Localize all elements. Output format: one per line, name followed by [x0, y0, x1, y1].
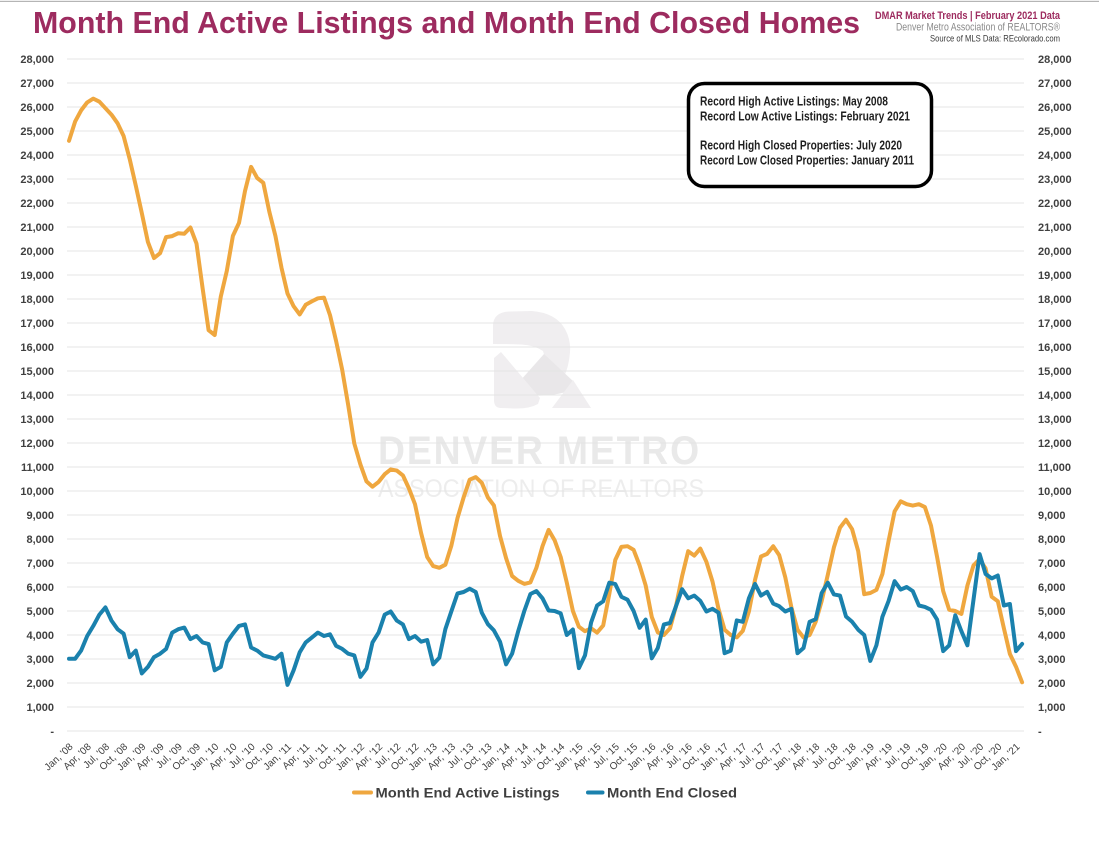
svg-text:20,000: 20,000: [1038, 246, 1072, 258]
svg-text:3,000: 3,000: [26, 654, 54, 666]
svg-text:11,000: 11,000: [21, 462, 54, 474]
svg-text:16,000: 16,000: [20, 342, 54, 354]
svg-text:15,000: 15,000: [20, 366, 54, 378]
svg-text:ASSOCIATION OF REALTORS: ASSOCIATION OF REALTORS: [378, 475, 704, 503]
svg-text:21,000: 21,000: [1038, 222, 1072, 234]
svg-text:3,000: 3,000: [1038, 654, 1066, 666]
svg-text:19,000: 19,000: [20, 270, 54, 282]
svg-text:Record High Closed Properties:: Record High Closed Properties: July 2020: [700, 139, 902, 153]
svg-text:13,000: 13,000: [1038, 414, 1072, 426]
svg-text:10,000: 10,000: [1038, 486, 1072, 498]
svg-text:Month End Active Listings: Month End Active Listings: [376, 785, 560, 801]
svg-text:DMAR Market Trends | February: DMAR Market Trends | February 2021 Data: [875, 10, 1061, 22]
svg-text:Month End Closed: Month End Closed: [607, 785, 737, 801]
svg-text:12,000: 12,000: [20, 438, 54, 450]
svg-text:7,000: 7,000: [26, 558, 54, 570]
svg-text:6,000: 6,000: [1038, 582, 1066, 594]
svg-text:9,000: 9,000: [26, 510, 54, 522]
svg-text:23,000: 23,000: [20, 174, 54, 186]
svg-text:20,000: 20,000: [20, 246, 54, 258]
svg-text:Source of MLS Data: REcolorado: Source of MLS Data: REcolorado.com: [930, 34, 1060, 45]
svg-text:12,000: 12,000: [1038, 438, 1072, 450]
svg-text:14,000: 14,000: [1038, 390, 1072, 402]
svg-text:7,000: 7,000: [1038, 558, 1066, 570]
svg-text:5,000: 5,000: [1038, 606, 1066, 618]
svg-text:21,000: 21,000: [20, 222, 54, 234]
svg-text:Record High Active Listings: M: Record High Active Listings: May 2008: [700, 95, 888, 109]
svg-text:8,000: 8,000: [26, 534, 54, 546]
svg-text:27,000: 27,000: [20, 78, 54, 90]
svg-text:13,000: 13,000: [20, 414, 54, 426]
svg-text:4,000: 4,000: [1038, 630, 1066, 642]
svg-text:28,000: 28,000: [1038, 54, 1072, 66]
svg-text:Denver Metro Association of RE: Denver Metro Association of REALTORS®: [896, 22, 1060, 34]
svg-text:28,000: 28,000: [20, 54, 54, 66]
svg-text:1,000: 1,000: [1038, 702, 1066, 714]
svg-text:2,000: 2,000: [26, 678, 54, 690]
svg-text:DENVER METRO: DENVER METRO: [378, 429, 701, 473]
svg-text:18,000: 18,000: [20, 294, 54, 306]
svg-text:25,000: 25,000: [20, 126, 54, 138]
svg-text:6,000: 6,000: [26, 582, 54, 594]
svg-text:25,000: 25,000: [1038, 126, 1072, 138]
svg-text:2,000: 2,000: [1038, 678, 1066, 690]
svg-text:27,000: 27,000: [1038, 78, 1072, 90]
svg-text:Record Low Active Listings: Fe: Record Low Active Listings: February 202…: [700, 110, 910, 124]
svg-text:Month End Active Listings and: Month End Active Listings and Month End …: [33, 6, 860, 40]
svg-text:10,000: 10,000: [20, 486, 54, 498]
svg-text:Record Low Closed Properties:: Record Low Closed Properties: January 20…: [700, 154, 914, 168]
svg-text:18,000: 18,000: [1038, 294, 1072, 306]
svg-text:11,000: 11,000: [1038, 462, 1071, 474]
svg-text:-: -: [50, 726, 54, 738]
svg-text:16,000: 16,000: [1038, 342, 1072, 354]
svg-text:1,000: 1,000: [26, 702, 54, 714]
svg-text:8,000: 8,000: [1038, 534, 1066, 546]
svg-text:24,000: 24,000: [20, 150, 54, 162]
svg-text:26,000: 26,000: [1038, 102, 1072, 114]
svg-text:19,000: 19,000: [1038, 270, 1072, 282]
svg-text:22,000: 22,000: [20, 198, 54, 210]
svg-text:17,000: 17,000: [1038, 318, 1072, 330]
svg-text:23,000: 23,000: [1038, 174, 1072, 186]
svg-text:15,000: 15,000: [1038, 366, 1072, 378]
svg-text:4,000: 4,000: [26, 630, 54, 642]
svg-text:17,000: 17,000: [20, 318, 54, 330]
svg-text:-: -: [1038, 726, 1042, 738]
svg-text:14,000: 14,000: [20, 390, 54, 402]
svg-text:5,000: 5,000: [26, 606, 54, 618]
svg-text:26,000: 26,000: [20, 102, 54, 114]
svg-text:24,000: 24,000: [1038, 150, 1072, 162]
svg-text:22,000: 22,000: [1038, 198, 1072, 210]
svg-text:9,000: 9,000: [1038, 510, 1066, 522]
